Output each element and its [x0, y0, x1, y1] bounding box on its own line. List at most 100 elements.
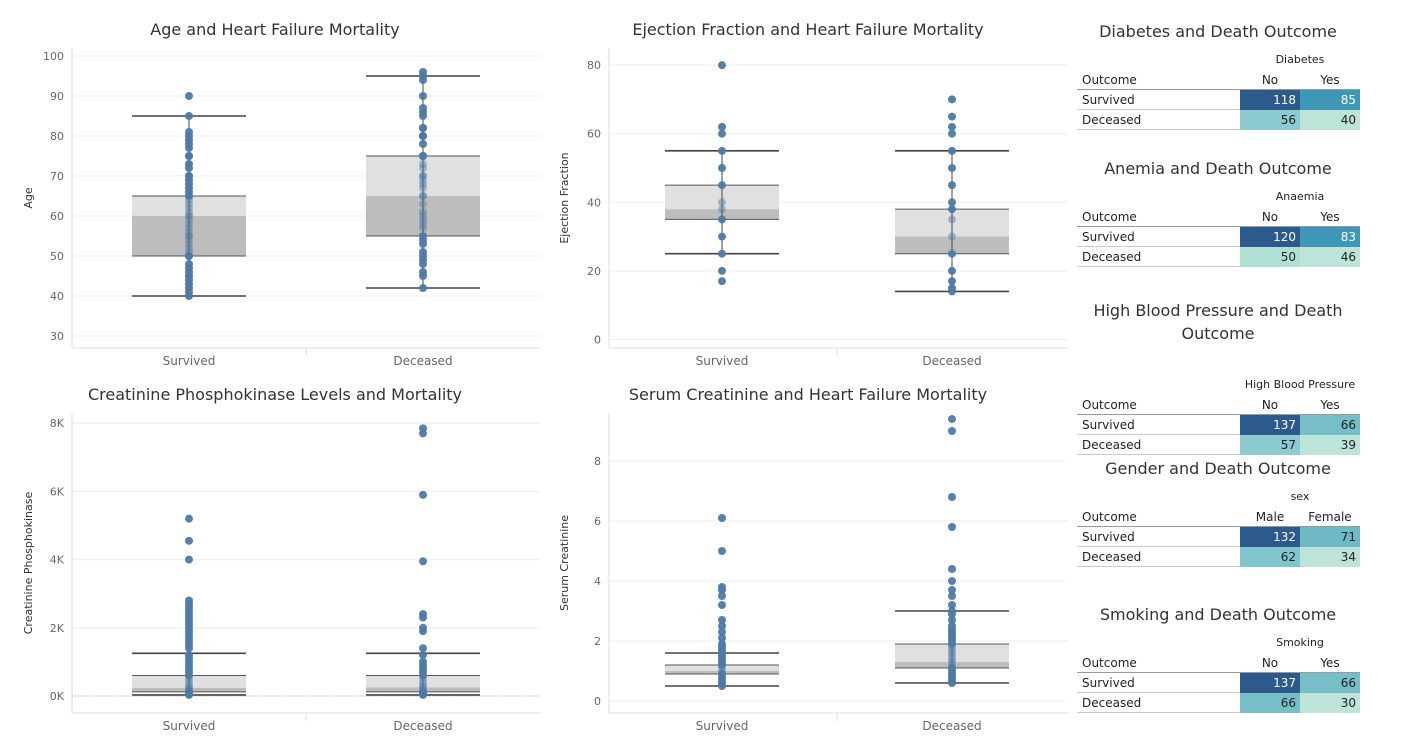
table-row-label: Deceased — [1082, 550, 1142, 564]
data-point — [948, 181, 956, 190]
table-row-label: Survived — [1082, 676, 1135, 690]
table-row-rule — [1077, 109, 1240, 110]
table-row-label: Deceased — [1082, 696, 1142, 710]
y-tick-label: 70 — [50, 170, 64, 183]
table-row-rule — [1077, 129, 1240, 130]
data-point — [718, 61, 726, 70]
table-cell: 66 — [1300, 415, 1360, 435]
data-point — [718, 640, 726, 648]
table-cell: 120 — [1240, 227, 1300, 247]
data-point — [185, 200, 193, 208]
table-row-label: Deceased — [1082, 438, 1142, 452]
table-title: Gender and Death Outcome — [1105, 459, 1331, 478]
table-header-rule — [1077, 226, 1360, 227]
data-point — [948, 592, 956, 600]
chart-title-age: Age and Heart Failure Mortality — [150, 20, 400, 39]
data-point — [948, 95, 956, 104]
data-point — [185, 687, 193, 696]
y-tick-label: 0 — [594, 333, 601, 346]
data-point — [718, 215, 726, 224]
data-point — [948, 655, 956, 663]
data-point — [718, 146, 726, 155]
data-point — [419, 192, 427, 200]
data-point — [185, 536, 193, 545]
data-point — [185, 596, 193, 605]
data-point — [718, 628, 726, 636]
table-cell: 132 — [1240, 527, 1300, 547]
y-tick-label: 8K — [50, 417, 65, 430]
y-axis-label: Ejection Fraction — [558, 152, 571, 243]
y-tick-label: 30 — [50, 330, 64, 343]
data-point — [185, 224, 193, 232]
table-cell: 137 — [1240, 415, 1300, 435]
data-point — [948, 427, 956, 435]
y-tick-label: 60 — [50, 210, 64, 223]
table-column-header: Yes — [1320, 210, 1340, 224]
data-point — [419, 216, 427, 224]
data-point — [419, 644, 427, 653]
data-point — [948, 652, 956, 660]
table-header-rule — [1077, 89, 1360, 90]
y-tick-label: 40 — [50, 290, 64, 303]
y-tick-label: 20 — [587, 265, 601, 278]
category-label: Deceased — [393, 354, 452, 368]
data-point — [718, 198, 726, 207]
table-column-header: No — [1261, 398, 1279, 412]
data-point — [718, 181, 726, 190]
data-point — [419, 688, 427, 697]
data-point — [185, 212, 193, 220]
category-label: Deceased — [922, 354, 981, 368]
y-tick-label: 80 — [587, 59, 601, 72]
table-row-rule — [1077, 712, 1240, 713]
table-header-rule — [1077, 414, 1360, 415]
table-dimension-header: Smoking — [1276, 636, 1324, 649]
y-axis-label: Age — [22, 187, 35, 209]
data-point — [185, 681, 193, 690]
table-row-rule — [1077, 246, 1240, 247]
data-point — [718, 122, 726, 131]
data-point — [419, 232, 427, 240]
table-row-header: Outcome — [1082, 398, 1137, 412]
data-point — [948, 658, 956, 666]
table-dimension-header: High Blood Pressure — [1244, 378, 1356, 391]
data-point — [419, 284, 427, 292]
data-point — [185, 240, 193, 248]
table-column-header: Male — [1255, 510, 1285, 524]
data-point — [948, 232, 956, 241]
table-row-label: Deceased — [1082, 113, 1142, 127]
data-point — [185, 228, 193, 236]
table-row-rule — [1077, 546, 1240, 547]
table-row-label: Deceased — [1082, 250, 1142, 264]
y-tick-label: 0 — [594, 695, 601, 708]
data-point — [185, 260, 193, 268]
data-point — [185, 152, 193, 160]
y-tick-label: 6 — [594, 515, 601, 528]
y-tick-label: 2K — [50, 622, 65, 635]
table-cell: 56 — [1240, 110, 1300, 130]
category-label: Survived — [696, 354, 749, 368]
data-point — [185, 686, 193, 695]
data-point — [185, 651, 193, 660]
table-cell: 66 — [1300, 673, 1360, 693]
data-point — [185, 514, 193, 523]
chart-title-sc: Serum Creatinine and Heart Failure Morta… — [628, 385, 988, 404]
data-point — [185, 204, 193, 212]
table-cell: 46 — [1300, 247, 1360, 267]
data-point — [419, 657, 427, 666]
y-tick-label: 0K — [50, 690, 65, 703]
chart-title-ef: Ejection Fraction and Heart Failure Mort… — [632, 20, 984, 39]
data-point — [948, 601, 956, 609]
data-point — [185, 236, 193, 244]
y-tick-label: 90 — [50, 90, 64, 103]
data-point — [185, 160, 193, 168]
data-point — [948, 622, 956, 630]
data-point — [419, 184, 427, 192]
data-point — [185, 220, 193, 228]
table-row-label: Survived — [1082, 418, 1135, 432]
data-point — [185, 683, 193, 692]
table-dimension-header: Diabetes — [1275, 53, 1325, 66]
table-row-header: Outcome — [1082, 656, 1137, 670]
data-point — [718, 277, 726, 286]
cpk-boxplot: 0K 2K 4K 6K 8K Creatinine Phosphokinase Surviv… — [22, 413, 540, 733]
data-point — [419, 681, 427, 690]
